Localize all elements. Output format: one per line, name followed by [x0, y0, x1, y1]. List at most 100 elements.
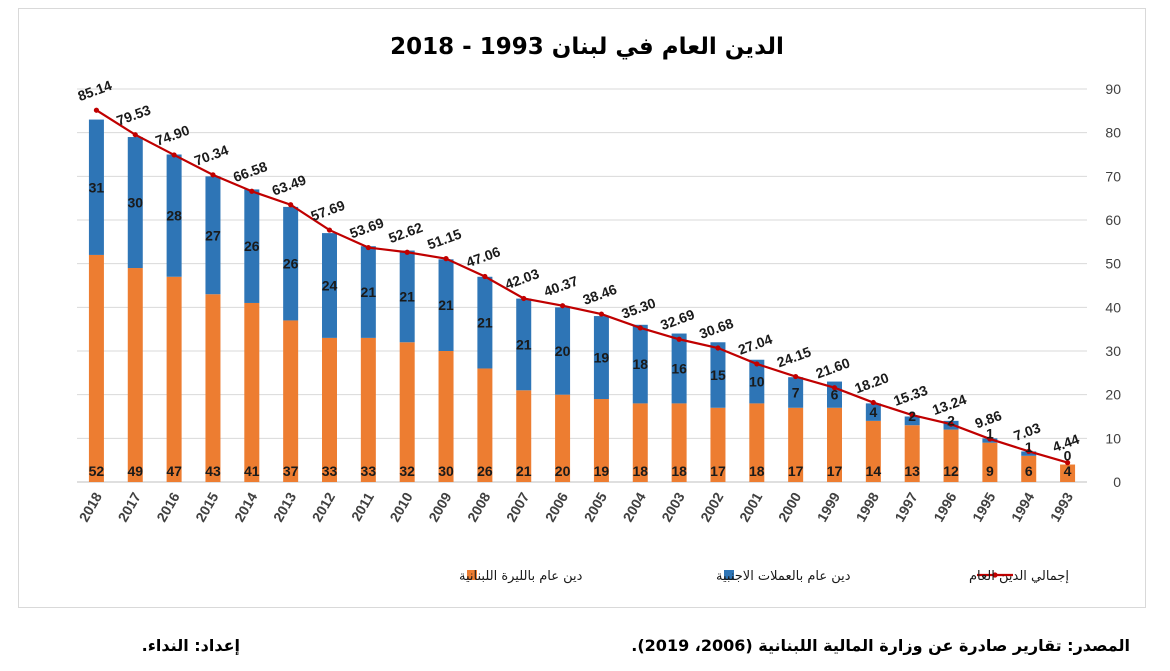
bar-lira: [555, 394, 571, 482]
x-tick-label: 2001: [736, 489, 766, 524]
y-tick-label: 80: [1105, 125, 1121, 141]
data-label-lira: 49: [127, 463, 143, 479]
x-tick-label: 2007: [503, 489, 533, 524]
data-label-total: 74.90: [153, 122, 192, 149]
data-label-total: 15.33: [891, 382, 930, 409]
bar-foreign: [788, 377, 804, 408]
x-tick-label: 1998: [853, 489, 883, 524]
data-label-lira: 19: [594, 463, 610, 479]
total-debt-point: [521, 295, 527, 302]
bar-foreign: [749, 359, 765, 404]
data-label-foreign: 6: [831, 387, 839, 403]
total-debt-line: [95, 109, 1068, 464]
bar-foreign: [360, 246, 376, 338]
total-debt-point: [909, 412, 915, 418]
data-label-foreign: 21: [361, 284, 377, 300]
data-label-foreign: 1: [1025, 439, 1033, 455]
total-debt-point: [987, 436, 993, 442]
bar-foreign: [399, 250, 415, 343]
data-label-foreign: 30: [127, 195, 143, 211]
data-label-total: 18.20: [852, 369, 891, 396]
x-tick-label: 2013: [270, 489, 300, 524]
legend: إجمالي الدين العام دين عام بالعملات الاجن…: [459, 569, 1069, 584]
total-debt-point: [754, 361, 760, 367]
data-label-lira: 18: [749, 463, 765, 479]
data-label-lira: 13: [904, 463, 920, 479]
bar-foreign: [477, 276, 493, 369]
bar-foreign: [632, 324, 648, 404]
data-label-foreign: 15: [710, 367, 726, 383]
data-label-foreign: 0: [1064, 448, 1072, 464]
total-debt-point: [715, 345, 721, 351]
data-label-foreign: 1: [986, 426, 994, 442]
bar-lira: [283, 320, 299, 482]
x-tick-label: 2005: [581, 489, 611, 524]
stacked-bars: [88, 119, 1076, 482]
source-note: المصدر: تقارير صادرة عن وزارة المالية ال…: [631, 636, 1130, 655]
data-label-total: 79.53: [114, 101, 153, 128]
y-tick-label: 50: [1105, 256, 1121, 272]
x-tick-label: 2017: [114, 489, 144, 524]
bar-foreign: [244, 189, 260, 303]
bar-foreign: [205, 176, 221, 295]
bar-lira: [904, 425, 920, 482]
data-label-foreign: 21: [438, 297, 454, 313]
data-label-foreign: 2: [908, 408, 916, 424]
data-label-lira: 14: [866, 463, 882, 479]
data-label-lira: 6: [1025, 463, 1033, 479]
bar-lira: [865, 420, 881, 482]
x-tick-label: 2002: [697, 489, 727, 524]
data-label-lira: 17: [788, 463, 804, 479]
total-debt-point: [793, 373, 799, 380]
data-label-foreign: 31: [89, 179, 105, 195]
total-debt-point: [249, 188, 255, 194]
bar-lira: [399, 342, 415, 482]
bar-foreign: [904, 416, 920, 426]
y-tick-label: 10: [1105, 430, 1121, 446]
x-tick-label: 2000: [775, 489, 805, 524]
bar-lira: [749, 403, 765, 482]
data-label-foreign: 20: [555, 343, 571, 359]
bar-lira: [127, 268, 143, 482]
bar-foreign: [166, 154, 182, 277]
chart-title: الدين العام في لبنان 1993 - 2018: [390, 34, 784, 60]
data-label-total: 47.06: [464, 243, 503, 270]
bar-foreign: [593, 316, 609, 400]
data-label-lira: 18: [632, 463, 648, 479]
total-debt-point: [598, 311, 605, 317]
bar-foreign: [671, 333, 687, 404]
x-tick-label: 1996: [930, 489, 960, 524]
chart-svg: الدين العام في لبنان 1993 - 2018 0102030…: [76, 34, 1122, 584]
x-tick-label: 1999: [814, 489, 844, 524]
x-tick-label: 2008: [464, 489, 494, 524]
bar-lira: [710, 407, 726, 482]
total-debt-point: [365, 244, 371, 251]
data-label-lira: 43: [205, 463, 221, 479]
legend-swatch-lira: [467, 570, 477, 580]
x-tick-label: 1994: [1008, 489, 1038, 524]
bar-lira: [788, 407, 804, 482]
total-debt-point: [443, 256, 449, 262]
data-label-foreign: 21: [477, 315, 493, 331]
bar-lira: [982, 442, 998, 482]
bar-lira: [88, 254, 104, 482]
x-tick-label: 2016: [153, 489, 183, 524]
bar-lira: [244, 302, 260, 482]
y-tick-label: 70: [1105, 168, 1121, 184]
x-tick-label: 2011: [348, 489, 377, 523]
data-label-foreign: 21: [399, 288, 415, 304]
bar-foreign: [865, 403, 881, 421]
total-debt-point: [637, 325, 643, 331]
y-tick-label: 0: [1113, 474, 1121, 490]
data-label-lira: 9: [986, 463, 994, 479]
total-debt-point: [288, 202, 294, 208]
data-label-lira: 21: [516, 463, 532, 479]
data-label-total: 63.49: [270, 171, 309, 198]
total-line: [93, 107, 1071, 466]
bar-foreign: [283, 206, 299, 321]
data-label-foreign: 19: [594, 350, 610, 366]
prepared-by-note: إعداد: النداء.: [141, 636, 240, 655]
total-debt-point: [404, 249, 410, 255]
total-debt-point: [559, 303, 566, 309]
data-label-foreign: 26: [244, 238, 260, 254]
